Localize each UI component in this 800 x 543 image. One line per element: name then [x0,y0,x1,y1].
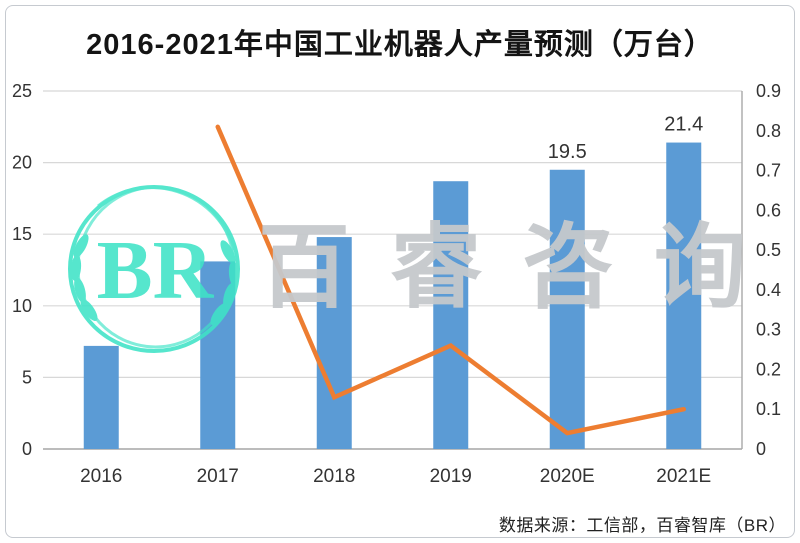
left-axis-tick: 10 [12,296,32,316]
bar-2019 [433,181,469,449]
source-note: 数据来源：工信部，百睿智库（BR） [498,516,786,535]
left-axis-tick: 0 [22,439,32,459]
bar-value-label: 21.4 [664,114,703,136]
left-axis-tick: 20 [12,153,32,173]
right-axis-tick: 0.7 [756,161,781,181]
right-axis-tick: 0.8 [756,121,781,141]
br-logo-text: BR [97,224,215,317]
x-axis-label: 2016 [80,466,122,487]
laurel-leaves-icon [70,234,240,326]
br-logo-watermark: BR [68,185,240,353]
bar-2016 [83,345,119,449]
left-axis-tick: 5 [22,367,32,387]
right-axis-tick: 0.2 [756,359,781,379]
bar-2021E [666,142,702,449]
right-axis-tick: 0.5 [756,240,781,260]
right-axis-tick: 0.6 [756,200,781,220]
right-axis-tick: 0.9 [756,81,781,101]
right-axis-tick: 0.3 [756,320,781,340]
x-axis-label: 2020E [540,466,595,487]
growth-rate-line [215,124,686,436]
x-axis-label: 2021E [656,466,711,487]
right-axis-tick: 0.4 [756,280,781,300]
chart-title: 2016-2021年中国工业机器人产量预测（万台） [86,29,714,61]
right-axis-tick: 0 [756,439,766,459]
bar-2020E [549,169,585,449]
x-axis-label: 2017 [197,466,239,487]
bar-value-label: 19.5 [548,141,587,163]
left-axis-tick: 25 [12,81,32,101]
x-axis-label: 2019 [430,466,472,487]
right-axis-tick: 0.1 [756,399,781,419]
bar-2018 [316,237,352,449]
x-axis-label: 2018 [313,466,355,487]
left-axis-tick: 15 [12,224,32,244]
brand-watermark: 百睿咨询 [258,217,787,319]
